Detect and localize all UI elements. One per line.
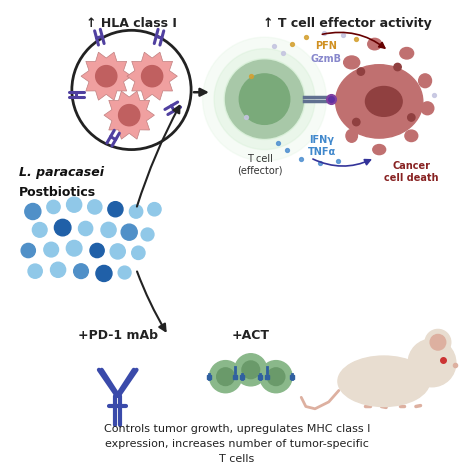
Text: +PD-1 mAb: +PD-1 mAb [78, 329, 158, 342]
Circle shape [141, 228, 154, 241]
Circle shape [148, 202, 161, 216]
Circle shape [121, 224, 137, 240]
Ellipse shape [405, 130, 418, 142]
Circle shape [357, 68, 365, 75]
Text: +ACT: +ACT [232, 329, 270, 342]
Circle shape [21, 244, 36, 258]
Circle shape [66, 197, 82, 212]
Text: GzmB: GzmB [311, 54, 342, 64]
Circle shape [132, 246, 145, 259]
Circle shape [118, 266, 131, 279]
Ellipse shape [421, 102, 434, 115]
Circle shape [408, 114, 415, 121]
Circle shape [32, 222, 47, 237]
Text: Postbiotics: Postbiotics [19, 186, 96, 199]
Circle shape [425, 329, 451, 355]
Text: ↑ HLA class I: ↑ HLA class I [86, 17, 177, 29]
Circle shape [88, 200, 102, 214]
Circle shape [408, 339, 456, 387]
Circle shape [214, 49, 315, 150]
Circle shape [142, 65, 163, 87]
Text: L. paracasei: L. paracasei [19, 165, 104, 179]
Text: TNFα: TNFα [308, 147, 336, 157]
Circle shape [235, 354, 267, 386]
Circle shape [79, 221, 93, 236]
Circle shape [25, 203, 41, 219]
Polygon shape [127, 52, 177, 100]
Circle shape [242, 361, 260, 379]
Text: Controls tumor growth, upregulates MHC class I
expression, increases number of t: Controls tumor growth, upregulates MHC c… [104, 424, 370, 464]
Circle shape [66, 240, 82, 256]
Circle shape [28, 264, 42, 278]
Circle shape [239, 74, 290, 124]
Circle shape [118, 105, 140, 126]
Circle shape [353, 118, 360, 126]
Circle shape [129, 205, 143, 218]
Circle shape [110, 244, 125, 259]
Ellipse shape [373, 145, 386, 155]
Circle shape [101, 222, 116, 237]
Circle shape [260, 361, 292, 393]
Ellipse shape [344, 56, 360, 69]
Ellipse shape [365, 86, 402, 116]
Ellipse shape [338, 356, 430, 407]
Circle shape [73, 264, 88, 279]
Circle shape [430, 335, 446, 350]
Text: PFN: PFN [316, 41, 337, 51]
Circle shape [224, 59, 305, 139]
Text: IFNγ: IFNγ [310, 136, 334, 146]
Circle shape [210, 361, 242, 393]
Circle shape [47, 201, 60, 214]
Text: Cancer
cell death: Cancer cell death [384, 161, 438, 182]
Circle shape [226, 60, 303, 138]
Ellipse shape [400, 47, 414, 59]
Ellipse shape [337, 88, 352, 101]
Ellipse shape [336, 65, 423, 138]
Circle shape [51, 262, 65, 277]
Circle shape [108, 201, 123, 217]
Circle shape [96, 65, 117, 87]
Circle shape [90, 244, 104, 258]
Circle shape [202, 37, 327, 161]
Circle shape [394, 64, 401, 71]
Circle shape [96, 265, 112, 282]
Circle shape [267, 368, 285, 385]
Circle shape [44, 242, 58, 257]
Ellipse shape [419, 74, 431, 88]
Text: ↑ T cell effector activity: ↑ T cell effector activity [263, 17, 431, 29]
Ellipse shape [346, 129, 357, 142]
Polygon shape [81, 52, 131, 100]
Text: T cell
(effector): T cell (effector) [237, 154, 283, 176]
Circle shape [55, 219, 71, 236]
Circle shape [217, 368, 234, 385]
Polygon shape [104, 91, 155, 139]
Ellipse shape [368, 38, 382, 50]
